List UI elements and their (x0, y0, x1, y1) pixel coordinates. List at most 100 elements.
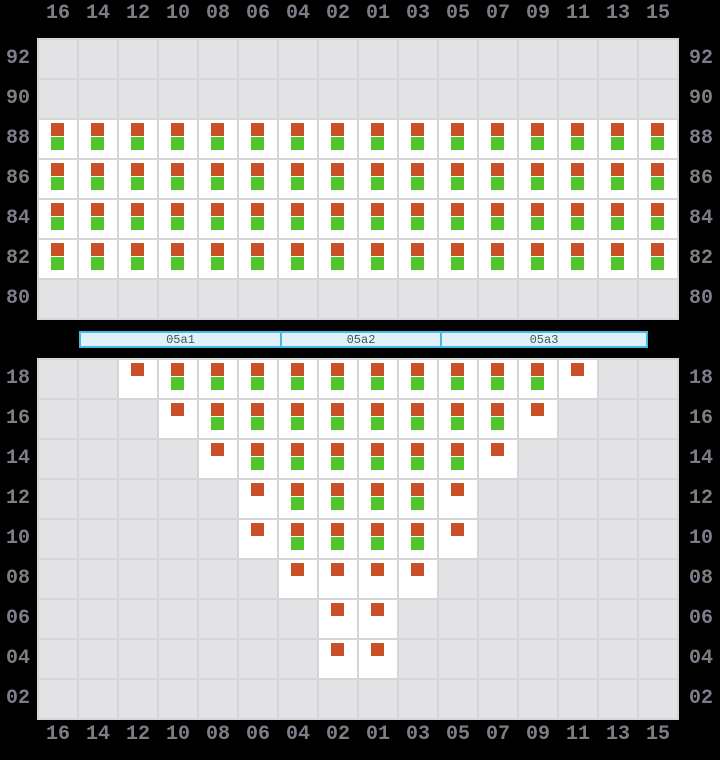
seat-cell-08-01[interactable] (358, 559, 398, 599)
seat-cell-10-05[interactable] (438, 519, 478, 559)
seat-cell-06-02[interactable] (318, 599, 358, 639)
seat-cell-86-13[interactable] (598, 159, 638, 199)
seat-cell-18-03[interactable] (398, 359, 438, 399)
seat-cell-10-04[interactable] (278, 519, 318, 559)
seat-cell-84-02[interactable] (318, 199, 358, 239)
seat-cell-86-04[interactable] (278, 159, 318, 199)
seat-cell-18-06[interactable] (238, 359, 278, 399)
seat-cell-12-03[interactable] (398, 479, 438, 519)
seat-cell-86-16[interactable] (38, 159, 78, 199)
seat-cell-10-02[interactable] (318, 519, 358, 559)
seat-cell-18-09[interactable] (518, 359, 558, 399)
seat-cell-82-13[interactable] (598, 239, 638, 279)
seat-cell-86-12[interactable] (118, 159, 158, 199)
seat-cell-82-06[interactable] (238, 239, 278, 279)
seat-cell-84-11[interactable] (558, 199, 598, 239)
seat-cell-88-16[interactable] (38, 119, 78, 159)
seat-cell-18-11[interactable] (558, 359, 598, 399)
seat-cell-84-06[interactable] (238, 199, 278, 239)
seat-cell-88-11[interactable] (558, 119, 598, 159)
seat-cell-88-13[interactable] (598, 119, 638, 159)
seat-cell-84-03[interactable] (398, 199, 438, 239)
seat-cell-84-15[interactable] (638, 199, 678, 239)
seat-cell-84-14[interactable] (78, 199, 118, 239)
seat-cell-86-03[interactable] (398, 159, 438, 199)
seat-cell-08-04[interactable] (278, 559, 318, 599)
seat-cell-82-11[interactable] (558, 239, 598, 279)
seat-cell-16-02[interactable] (318, 399, 358, 439)
seat-cell-88-08[interactable] (198, 119, 238, 159)
seat-cell-18-02[interactable] (318, 359, 358, 399)
seat-cell-84-01[interactable] (358, 199, 398, 239)
seat-cell-82-02[interactable] (318, 239, 358, 279)
seat-cell-88-03[interactable] (398, 119, 438, 159)
seat-cell-84-07[interactable] (478, 199, 518, 239)
seat-cell-84-05[interactable] (438, 199, 478, 239)
seat-cell-82-04[interactable] (278, 239, 318, 279)
seat-cell-86-10[interactable] (158, 159, 198, 199)
seat-cell-84-10[interactable] (158, 199, 198, 239)
seat-cell-84-13[interactable] (598, 199, 638, 239)
seat-cell-18-07[interactable] (478, 359, 518, 399)
seat-cell-88-12[interactable] (118, 119, 158, 159)
seat-cell-18-05[interactable] (438, 359, 478, 399)
seat-cell-10-01[interactable] (358, 519, 398, 559)
seat-cell-82-12[interactable] (118, 239, 158, 279)
seat-cell-12-06[interactable] (238, 479, 278, 519)
seat-cell-12-04[interactable] (278, 479, 318, 519)
seat-cell-88-15[interactable] (638, 119, 678, 159)
seat-cell-84-16[interactable] (38, 199, 78, 239)
seat-cell-04-02[interactable] (318, 639, 358, 679)
seat-cell-86-06[interactable] (238, 159, 278, 199)
seat-cell-18-12[interactable] (118, 359, 158, 399)
seat-cell-18-08[interactable] (198, 359, 238, 399)
seat-cell-88-07[interactable] (478, 119, 518, 159)
seat-cell-14-06[interactable] (238, 439, 278, 479)
seat-cell-14-05[interactable] (438, 439, 478, 479)
seat-cell-86-15[interactable] (638, 159, 678, 199)
seat-cell-82-07[interactable] (478, 239, 518, 279)
seat-cell-82-03[interactable] (398, 239, 438, 279)
seat-cell-82-14[interactable] (78, 239, 118, 279)
seat-cell-18-10[interactable] (158, 359, 198, 399)
seat-cell-86-07[interactable] (478, 159, 518, 199)
seat-cell-18-04[interactable] (278, 359, 318, 399)
seat-cell-82-08[interactable] (198, 239, 238, 279)
seat-cell-12-01[interactable] (358, 479, 398, 519)
seat-cell-08-02[interactable] (318, 559, 358, 599)
seat-cell-12-05[interactable] (438, 479, 478, 519)
seat-cell-86-09[interactable] (518, 159, 558, 199)
seat-cell-14-08[interactable] (198, 439, 238, 479)
seat-cell-84-09[interactable] (518, 199, 558, 239)
seat-cell-14-01[interactable] (358, 439, 398, 479)
seat-cell-16-01[interactable] (358, 399, 398, 439)
seat-cell-86-14[interactable] (78, 159, 118, 199)
seat-cell-86-01[interactable] (358, 159, 398, 199)
seat-cell-86-02[interactable] (318, 159, 358, 199)
seat-cell-82-05[interactable] (438, 239, 478, 279)
seat-cell-86-11[interactable] (558, 159, 598, 199)
seat-cell-16-08[interactable] (198, 399, 238, 439)
seat-cell-16-03[interactable] (398, 399, 438, 439)
seat-cell-16-05[interactable] (438, 399, 478, 439)
seat-cell-18-01[interactable] (358, 359, 398, 399)
seat-cell-84-08[interactable] (198, 199, 238, 239)
seat-cell-16-06[interactable] (238, 399, 278, 439)
seat-cell-14-07[interactable] (478, 439, 518, 479)
seat-cell-06-01[interactable] (358, 599, 398, 639)
seat-cell-82-01[interactable] (358, 239, 398, 279)
seat-cell-10-03[interactable] (398, 519, 438, 559)
seat-cell-82-15[interactable] (638, 239, 678, 279)
seat-cell-88-09[interactable] (518, 119, 558, 159)
seat-cell-88-05[interactable] (438, 119, 478, 159)
seat-cell-14-03[interactable] (398, 439, 438, 479)
seat-cell-84-12[interactable] (118, 199, 158, 239)
seat-cell-82-16[interactable] (38, 239, 78, 279)
seat-cell-86-05[interactable] (438, 159, 478, 199)
seat-cell-16-07[interactable] (478, 399, 518, 439)
seat-cell-88-01[interactable] (358, 119, 398, 159)
seat-cell-82-09[interactable] (518, 239, 558, 279)
seat-cell-88-14[interactable] (78, 119, 118, 159)
seat-cell-88-02[interactable] (318, 119, 358, 159)
seat-cell-16-09[interactable] (518, 399, 558, 439)
